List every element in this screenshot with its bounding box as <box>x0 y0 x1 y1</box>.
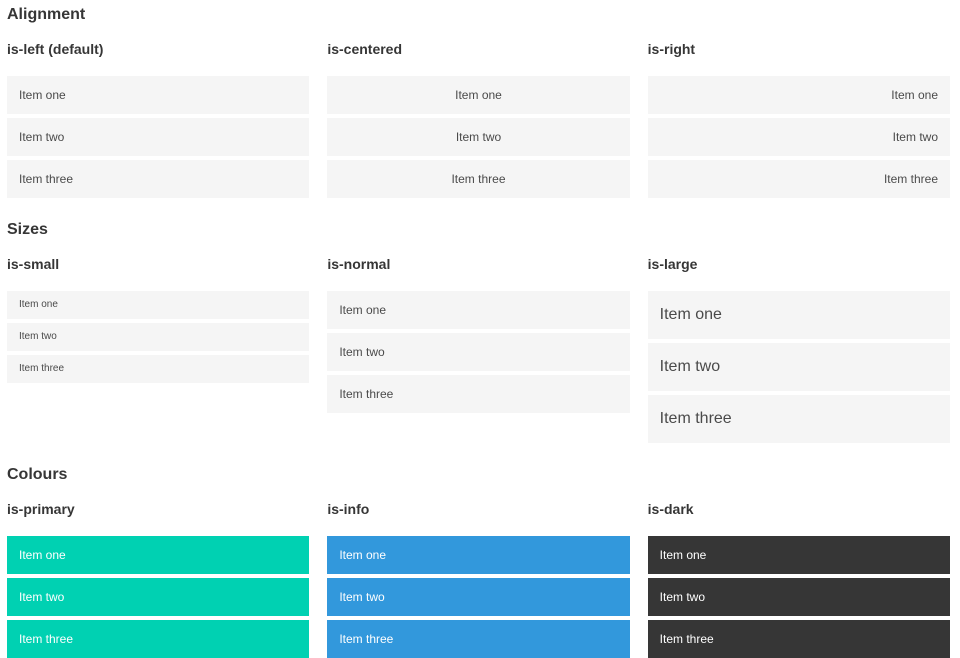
list-item[interactable]: Item three <box>647 620 950 658</box>
list-item[interactable]: Item one <box>647 76 950 114</box>
alignment-columns: is-left (default) Item one Item two Item… <box>7 41 950 198</box>
list-item[interactable]: Item one <box>327 291 630 329</box>
list-item[interactable]: Item two <box>7 323 310 351</box>
list-normal: Item one Item two Item three <box>327 291 630 413</box>
list-item[interactable]: Item one <box>7 291 310 319</box>
list-item[interactable]: Item two <box>647 343 950 391</box>
column-is-primary: is-primary Item one Item two Item three <box>7 501 310 658</box>
column-heading-is-centered: is-centered <box>327 41 403 57</box>
list-item[interactable]: Item three <box>327 160 630 198</box>
list-item[interactable]: Item two <box>7 578 310 616</box>
list-dark: Item one Item two Item three <box>647 536 950 658</box>
list-item[interactable]: Item two <box>327 333 630 371</box>
colours-columns: is-primary Item one Item two Item three … <box>7 501 950 658</box>
column-heading-is-right: is-right <box>647 41 696 57</box>
column-is-normal: is-normal Item one Item two Item three <box>327 256 630 413</box>
list-item[interactable]: Item two <box>647 578 950 616</box>
column-heading-is-left: is-left (default) <box>7 41 104 57</box>
column-heading-is-normal: is-normal <box>327 256 391 272</box>
column-is-dark: is-dark Item one Item two Item three <box>647 501 950 658</box>
list-item[interactable]: Item three <box>327 620 630 658</box>
list-item[interactable]: Item one <box>7 76 310 114</box>
column-heading-is-large: is-large <box>647 256 698 272</box>
list-item[interactable]: Item one <box>7 536 310 574</box>
section-alignment: Alignment is-left (default) Item one Ite… <box>7 5 950 198</box>
list-large: Item one Item two Item three <box>647 291 950 443</box>
column-heading-is-primary: is-primary <box>7 501 75 517</box>
list-item[interactable]: Item two <box>647 118 950 156</box>
list-primary: Item one Item two Item three <box>7 536 310 658</box>
list-item[interactable]: Item two <box>7 118 310 156</box>
list-right-aligned: Item one Item two Item three <box>647 76 950 198</box>
list-item[interactable]: Item one <box>647 291 950 339</box>
column-heading-is-info: is-info <box>327 501 370 517</box>
section-sizes: Sizes is-small Item one Item two Item th… <box>7 220 950 443</box>
section-title-alignment: Alignment <box>7 6 86 23</box>
list-small: Item one Item two Item three <box>7 291 310 383</box>
list-left-aligned: Item one Item two Item three <box>7 76 310 198</box>
list-item[interactable]: Item one <box>327 536 630 574</box>
section-colours: Colours is-primary Item one Item two Ite… <box>7 465 950 658</box>
list-item[interactable]: Item three <box>7 355 310 383</box>
section-title-colours: Colours <box>7 466 68 483</box>
column-is-right: is-right Item one Item two Item three <box>647 41 950 198</box>
column-is-large: is-large Item one Item two Item three <box>647 256 950 443</box>
list-item[interactable]: Item two <box>327 118 630 156</box>
list-item[interactable]: Item three <box>327 375 630 413</box>
list-item[interactable]: Item one <box>327 76 630 114</box>
list-item[interactable]: Item three <box>647 160 950 198</box>
column-heading-is-small: is-small <box>7 256 60 272</box>
list-info: Item one Item two Item three <box>327 536 630 658</box>
column-is-left-default: is-left (default) Item one Item two Item… <box>7 41 310 198</box>
list-item[interactable]: Item three <box>647 395 950 443</box>
list-item[interactable]: Item three <box>7 620 310 658</box>
sizes-columns: is-small Item one Item two Item three is… <box>7 256 950 443</box>
column-is-small: is-small Item one Item two Item three <box>7 256 310 383</box>
list-item[interactable]: Item one <box>647 536 950 574</box>
column-is-centered: is-centered Item one Item two Item three <box>327 41 630 198</box>
list-item[interactable]: Item three <box>7 160 310 198</box>
column-is-info: is-info Item one Item two Item three <box>327 501 630 658</box>
list-item[interactable]: Item two <box>327 578 630 616</box>
column-heading-is-dark: is-dark <box>647 501 694 517</box>
list-center-aligned: Item one Item two Item three <box>327 76 630 198</box>
section-title-sizes: Sizes <box>7 221 48 238</box>
